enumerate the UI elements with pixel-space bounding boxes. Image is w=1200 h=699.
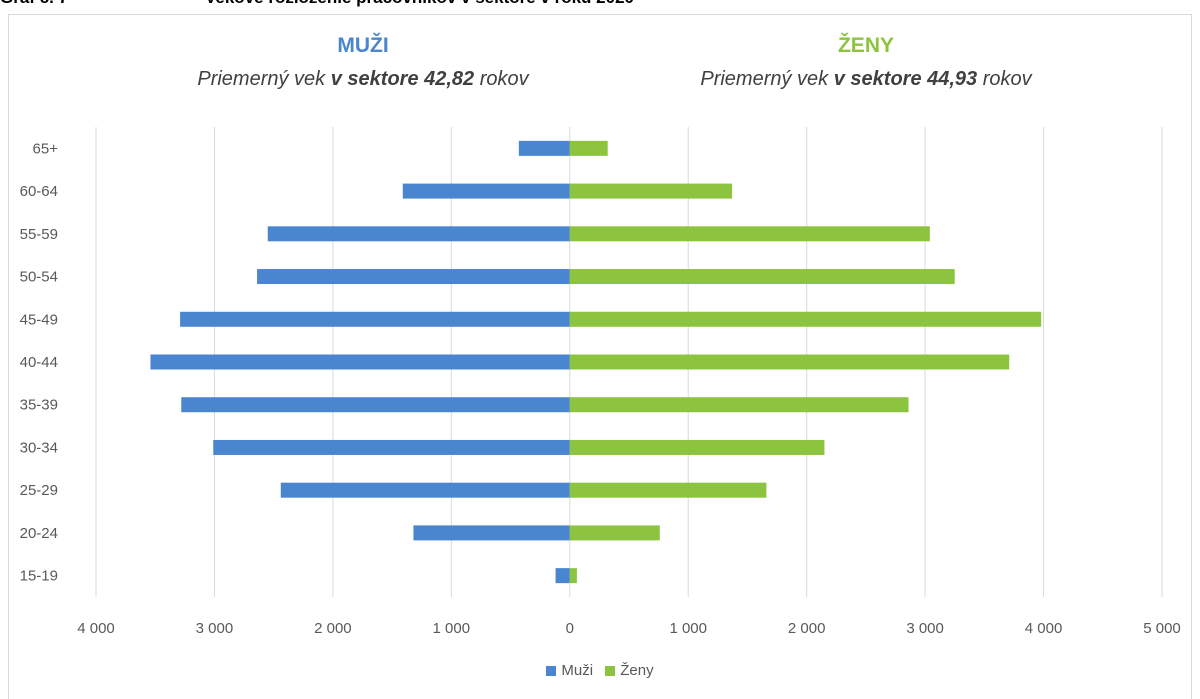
chart-title: Vekové rozloženie pracovníkov v sektore … <box>205 0 634 8</box>
bar-men <box>213 439 570 455</box>
bar-men <box>180 311 570 327</box>
women-average-age-prefix: Priemerný vek <box>700 68 834 90</box>
bar-women <box>569 525 660 541</box>
x-tick-label: 1 000 <box>669 620 707 637</box>
legend-swatch-men <box>546 665 557 676</box>
y-tick-label: 55-59 <box>20 226 58 243</box>
x-tick-label: 3 000 <box>196 620 234 637</box>
bar-women <box>569 140 608 156</box>
y-tick-label: 35-39 <box>20 397 58 414</box>
bar-men <box>555 568 570 584</box>
men-average-age-suffix: rokov <box>474 68 529 90</box>
x-tick-label: 5 000 <box>1143 620 1181 637</box>
x-tick-label: 4 000 <box>77 620 115 637</box>
x-tick-label: 1 000 <box>433 620 471 637</box>
men-average-age: Priemerný vek v sektore 42,82 rokov <box>133 68 593 91</box>
y-tick-label: 20-24 <box>20 525 58 542</box>
bar-women <box>569 183 733 199</box>
y-tick-label: 60-64 <box>20 183 58 200</box>
women-title-block: ŽENY Priemerný vek v sektore 44,93 rokov <box>636 34 1096 91</box>
x-tick-label: 3 000 <box>906 620 944 637</box>
chart-number: Graf č. 7 <box>0 0 68 8</box>
bar-women <box>569 482 767 498</box>
x-tick-label: 2 000 <box>314 620 352 637</box>
bar-men <box>402 183 570 199</box>
y-tick-label: 50-54 <box>20 269 58 286</box>
men-average-age-prefix: Priemerný vek <box>197 68 331 90</box>
bar-men <box>280 482 570 498</box>
legend-label-women: Ženy <box>620 662 654 679</box>
y-tick-label: 40-44 <box>20 354 58 371</box>
men-title-block: MUŽI Priemerný vek v sektore 42,82 rokov <box>133 34 593 91</box>
bar-women <box>569 354 1010 370</box>
x-tick-label: 2 000 <box>788 620 826 637</box>
bar-women <box>569 269 955 285</box>
legend-item-women: Ženy <box>605 662 654 679</box>
legend-label-men: Muži <box>561 662 594 679</box>
bar-men <box>257 269 570 285</box>
bar-men <box>267 226 570 242</box>
women-average-age-suffix: rokov <box>977 68 1032 90</box>
y-tick-label: 15-19 <box>20 568 58 585</box>
bar-women <box>569 568 577 584</box>
bar-women <box>569 397 909 413</box>
y-tick-label: 45-49 <box>20 311 58 328</box>
legend-swatch-women <box>605 665 616 676</box>
chart-legend: Muži Ženy <box>0 662 1200 680</box>
men-label: MUŽI <box>337 34 389 57</box>
y-tick-label: 30-34 <box>20 439 58 456</box>
bar-women <box>569 439 825 455</box>
bar-women <box>569 311 1042 327</box>
legend-item-men: Muži <box>546 662 593 679</box>
women-average-age-value: v sektore 44,93 <box>833 68 978 90</box>
x-tick-label: 4 000 <box>1025 620 1063 637</box>
chart-frame <box>8 14 1192 699</box>
x-tick-label: 0 <box>566 620 574 637</box>
bar-women <box>569 226 930 242</box>
y-tick-label: 65+ <box>33 140 59 157</box>
bar-men <box>413 525 570 541</box>
bar-men <box>181 397 570 413</box>
women-label: ŽENY <box>837 34 894 57</box>
bar-men <box>150 354 570 370</box>
bar-men <box>518 140 570 156</box>
y-tick-label: 25-29 <box>20 482 58 499</box>
men-average-age-value: v sektore 42,82 <box>330 68 475 90</box>
women-average-age: Priemerný vek v sektore 44,93 rokov <box>636 68 1096 91</box>
